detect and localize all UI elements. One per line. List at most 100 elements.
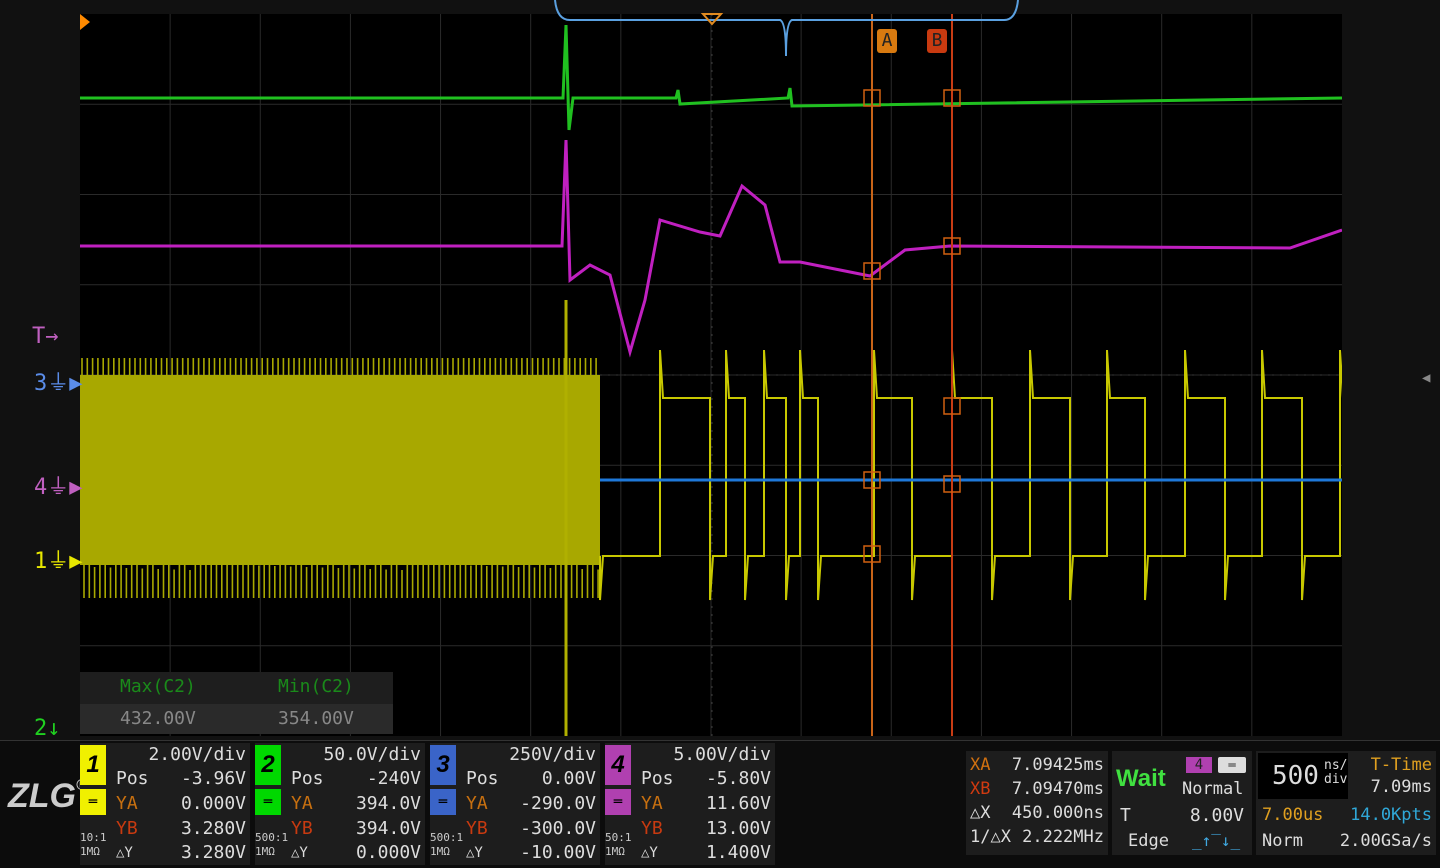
probe-ratio: 500:1 — [430, 831, 464, 844]
cursor-intersection-marker — [943, 475, 961, 493]
ya-label: YA — [641, 793, 663, 814]
dx-value: 450.000ns — [1011, 803, 1104, 823]
ya-label: YA — [116, 793, 138, 814]
pos-label: Pos — [291, 768, 324, 789]
impedance: 1MΩ — [255, 845, 275, 858]
yb-label: YB — [641, 818, 663, 839]
ttime-label: T-Time — [1370, 755, 1432, 775]
ya-value: -290.0V — [520, 793, 596, 814]
volts-per-div[interactable]: 5.00V/div — [673, 744, 771, 765]
xb-value: 7.09470ms — [1011, 779, 1104, 799]
channel-button[interactable]: 3 — [430, 745, 456, 785]
ya-label: YA — [466, 793, 488, 814]
channel-4-panel[interactable]: 4 ═ 50:1 1MΩ 5.00V/div Pos -5.80V YA 11.60V… — [605, 743, 775, 865]
yb-value: -300.0V — [520, 818, 596, 839]
timebase-value: 500 — [1272, 761, 1319, 791]
ch2-marker[interactable]: 2↓ — [34, 716, 61, 741]
cursor-a-handle[interactable]: A — [877, 29, 897, 53]
dc-coupling-icon[interactable]: ═ — [430, 789, 456, 815]
dy-label: △Y — [641, 845, 658, 861]
dc-coupling-icon[interactable]: ═ — [605, 789, 631, 815]
cursor-intersection-marker — [943, 89, 961, 107]
zlg-logo: ZLG® — [8, 777, 88, 815]
ch4-label: 4 — [34, 475, 48, 500]
ya-value: 0.000V — [180, 793, 246, 814]
cursor-readout[interactable]: XA 7.09425ms XB 7.09470ms △X 450.000ns 1/△X… — [966, 751, 1108, 855]
dx-label: △X — [970, 803, 991, 823]
xb-label: XB — [970, 779, 991, 799]
impedance: 1MΩ — [80, 845, 100, 858]
channel-3-panel[interactable]: 3 ═ 500:1 1MΩ 250V/div Pos 0.00V YA -290.0V… — [430, 743, 600, 865]
channel-button[interactable]: 2 — [255, 745, 281, 785]
trigger-panel[interactable]: Wait 4 ═ Normal T 8.00V Edge _↑‾↓_ — [1112, 751, 1252, 855]
pos-label: Pos — [466, 768, 499, 789]
trigger-level: 8.00V — [1189, 805, 1244, 826]
trigger-type: Edge — [1128, 831, 1169, 851]
trigger-level-label: T — [1120, 805, 1131, 826]
min-label: Min(C2) — [278, 676, 354, 697]
ground-arrow-icon: ⏚▶ — [47, 475, 83, 500]
dc-coupling-icon[interactable]: ═ — [255, 789, 281, 815]
sample-rate: 2.00GSa/s — [1339, 831, 1432, 851]
probe-ratio: 500:1 — [255, 831, 289, 844]
xa-value: 7.09425ms — [1011, 755, 1104, 775]
plot-area[interactable] — [80, 14, 1344, 736]
timebase-panel[interactable]: 500 ns/div T-Time 7.09ms 7.00us 14.0Kpts… — [1256, 751, 1436, 855]
ya-value: 11.60V — [705, 793, 771, 814]
max-value: 432.00V — [120, 708, 196, 729]
arrow-down-icon: ↓ — [47, 716, 61, 741]
dy-value: 0.000V — [355, 842, 421, 863]
window-length: 7.00us — [1262, 805, 1324, 825]
dc-coupling-icon: ═ — [1218, 757, 1246, 773]
waveform-canvas — [80, 14, 1344, 736]
ground-arrow-icon: ⏚▶ — [47, 371, 83, 396]
yb-value: 13.00V — [705, 818, 771, 839]
timebase-scale[interactable]: 500 ns/div — [1258, 753, 1348, 799]
ch2-label: 2 — [34, 716, 48, 741]
position-value: -3.96V — [180, 768, 246, 789]
right-panel-toggle-icon[interactable]: ◀ — [1422, 370, 1431, 386]
volts-per-div[interactable]: 50.0V/div — [323, 744, 421, 765]
timebase-unit-top: ns/ — [1324, 758, 1348, 773]
dy-value: 1.400V — [705, 842, 771, 863]
channel-button[interactable]: 1 — [80, 745, 106, 785]
acquire-mode: Norm — [1262, 831, 1303, 851]
trigger-level-marker[interactable]: T→ — [32, 324, 59, 349]
volts-per-div[interactable]: 2.00V/div — [148, 744, 246, 765]
channel-button[interactable]: 4 — [605, 745, 631, 785]
ch3-marker[interactable]: 3⏚▶ — [34, 365, 83, 397]
waveform-display: A B T→ 3⏚▶ 4⏚▶ 1⏚▶ 2↓ ◀ Max(C2) Min(C2) … — [0, 0, 1440, 741]
timebase-unit-bottom: div — [1324, 772, 1348, 787]
position-value: 0.00V — [541, 768, 596, 789]
dc-coupling-icon[interactable]: ═ — [80, 789, 106, 815]
trigger-position-icon — [700, 13, 724, 26]
ch4-trace — [80, 139, 1343, 358]
pos-label: Pos — [641, 768, 674, 789]
channel-1-panel[interactable]: 1 ═ 10:1 1MΩ 2.00V/div Pos -3.96V YA 0.000V… — [80, 743, 250, 865]
edge-either-icon: _↑‾↓_ — [1192, 831, 1241, 850]
memory-position-bracket[interactable] — [0, 0, 1440, 60]
pos-label: Pos — [116, 768, 149, 789]
dy-value: -10.00V — [520, 842, 596, 863]
trigger-status: Wait — [1116, 765, 1166, 792]
cursor-b-handle[interactable]: B — [927, 29, 947, 53]
trigger-label: T — [32, 324, 46, 349]
channel-2-panel[interactable]: 2 ═ 500:1 1MΩ 50.0V/div Pos -240V YA 394.0V… — [255, 743, 425, 865]
cursor-intersection-marker — [863, 545, 881, 563]
ch1-marker[interactable]: 1⏚▶ — [34, 543, 83, 575]
volts-per-div[interactable]: 250V/div — [509, 744, 596, 765]
yb-value: 394.0V — [355, 818, 421, 839]
probe-ratio: 50:1 — [605, 831, 632, 844]
ttime-value: 7.09ms — [1370, 777, 1432, 797]
arrow-right-icon: → — [45, 324, 59, 349]
ch1-trace — [599, 349, 1344, 601]
left-scroll-icon — [80, 14, 90, 30]
memory-depth: 14.0Kpts — [1350, 805, 1432, 825]
trigger-mode: Normal — [1182, 779, 1244, 799]
ch4-marker[interactable]: 4⏚▶ — [34, 469, 83, 501]
measurement-panel: Max(C2) Min(C2) 432.00V 354.00V — [80, 672, 393, 734]
ya-label: YA — [291, 793, 313, 814]
probe-ratio: 10:1 — [80, 831, 107, 844]
yb-value: 3.280V — [180, 818, 246, 839]
